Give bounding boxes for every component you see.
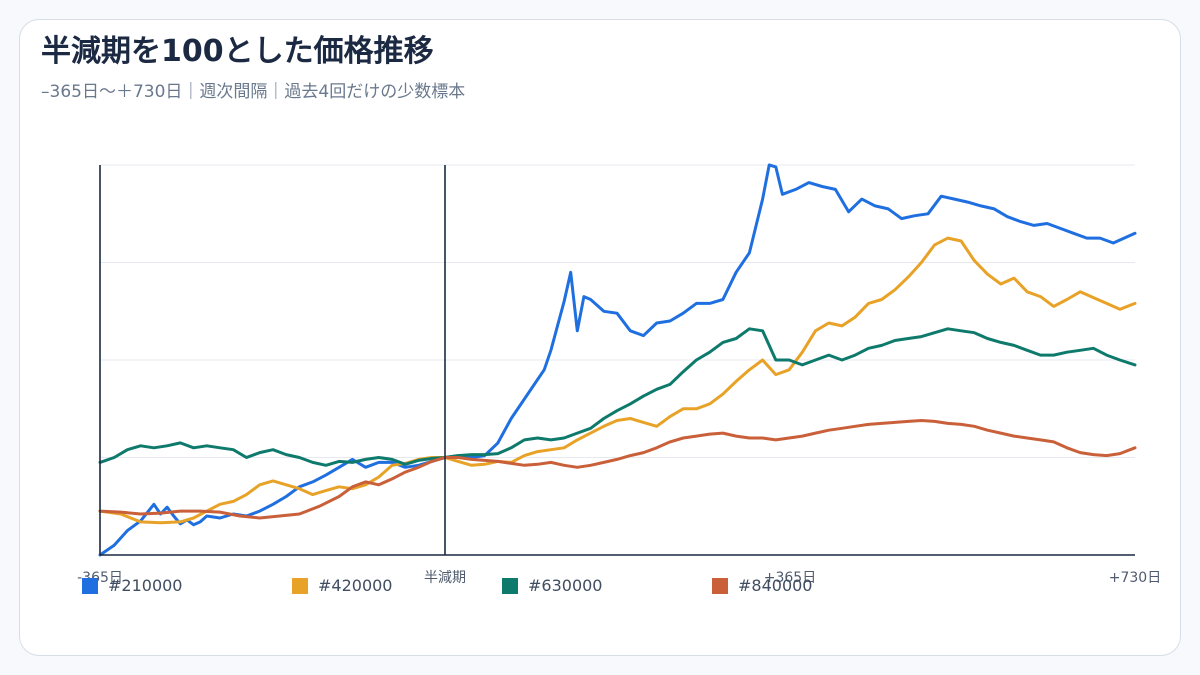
x-tick-label-1: 半減期 — [424, 569, 466, 586]
legend-swatch-2 — [292, 577, 308, 594]
legend-swatch-3 — [502, 577, 518, 594]
legend-swatch-4 — [712, 577, 728, 594]
legend-label-1: #210000 — [108, 576, 183, 595]
x-tick-label-3: +730日 — [1109, 570, 1161, 586]
legend-label-3: #630000 — [528, 576, 603, 595]
legend-item-3: #630000 — [502, 576, 602, 595]
series-line-4 — [98, 419, 1137, 520]
legend-label-2: #420000 — [318, 576, 393, 595]
chart-subtitle: –365日〜＋730日｜週次間隔｜過去4回だけの少数標本 — [41, 82, 466, 102]
x-tick-label-2: +365日 — [764, 570, 816, 586]
legend-item-2: #420000 — [292, 576, 392, 595]
legend-label-4: #840000 — [738, 576, 813, 595]
series-line-2 — [98, 236, 1137, 525]
legend-swatch-1 — [82, 577, 98, 594]
legend-item-1: #210000 — [82, 576, 182, 595]
series-line-3 — [98, 327, 1137, 467]
chart-legend: #210000 #420000 #630000 #840000 — [82, 576, 922, 602]
chart-title: 半減期を100とした価格推移 — [41, 34, 434, 69]
legend-item-4: #840000 — [712, 576, 812, 595]
